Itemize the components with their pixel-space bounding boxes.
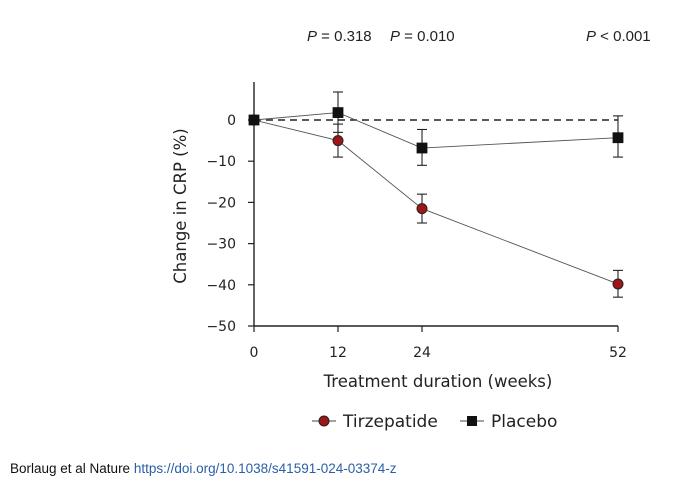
- tirzepatide-point: [612, 278, 624, 290]
- legend-marker-tirzepatide: [318, 415, 330, 427]
- legend-label-placebo: Placebo: [491, 412, 557, 432]
- legend-item-tirzepatide: Tirzepatide: [312, 412, 438, 432]
- tirzepatide-point: [332, 135, 344, 147]
- p-value-week-12: P = 0.318: [307, 28, 372, 45]
- placebo-point: [248, 114, 260, 126]
- tirzepatide-point: [416, 203, 428, 215]
- chart-axes: 0 −10 −20 −30 −40 −50 0 12 24 52 Treatment duratio…: [171, 82, 627, 391]
- legend-marker-placebo: [467, 416, 477, 426]
- series-placebo: [248, 91, 624, 166]
- citation: Borlaug et al Nature https://doi.org/10.…: [10, 461, 397, 476]
- y-tick-label: −30: [206, 237, 236, 253]
- p-value-week-24: P = 0.010: [390, 28, 455, 45]
- y-tick-label: −40: [206, 278, 236, 294]
- y-tick-label: −50: [206, 319, 236, 335]
- x-tick-label: 52: [609, 345, 627, 361]
- citation-doi-link[interactable]: https://doi.org/10.1038/s41591-024-03374…: [133, 461, 397, 476]
- citation-text: Borlaug et al Nature: [10, 461, 134, 476]
- y-axis-title: Change in CRP (%): [171, 128, 190, 283]
- x-axis-title: Treatment duration (weeks): [323, 372, 553, 391]
- legend-item-placebo: Placebo: [460, 412, 557, 432]
- placebo-line: [253, 112, 619, 149]
- series-tirzepatide: [248, 114, 624, 298]
- placebo-point: [612, 132, 624, 144]
- y-tick-label: 0: [227, 113, 236, 129]
- legend-label-tirzepatide: Tirzepatide: [342, 412, 438, 432]
- x-tick-label: 12: [329, 345, 347, 361]
- x-tick-label: 0: [250, 345, 259, 361]
- chart-legend: Tirzepatide Placebo: [312, 412, 557, 432]
- y-tick-label: −20: [206, 195, 236, 211]
- chart-series: [248, 91, 624, 298]
- p-value-week-52: P < 0.001: [586, 28, 651, 45]
- tirzepatide-line: [253, 119, 619, 285]
- y-tick-label: −10: [206, 154, 236, 170]
- placebo-point: [332, 107, 344, 118]
- placebo-point: [416, 142, 428, 154]
- x-tick-label: 24: [413, 345, 431, 361]
